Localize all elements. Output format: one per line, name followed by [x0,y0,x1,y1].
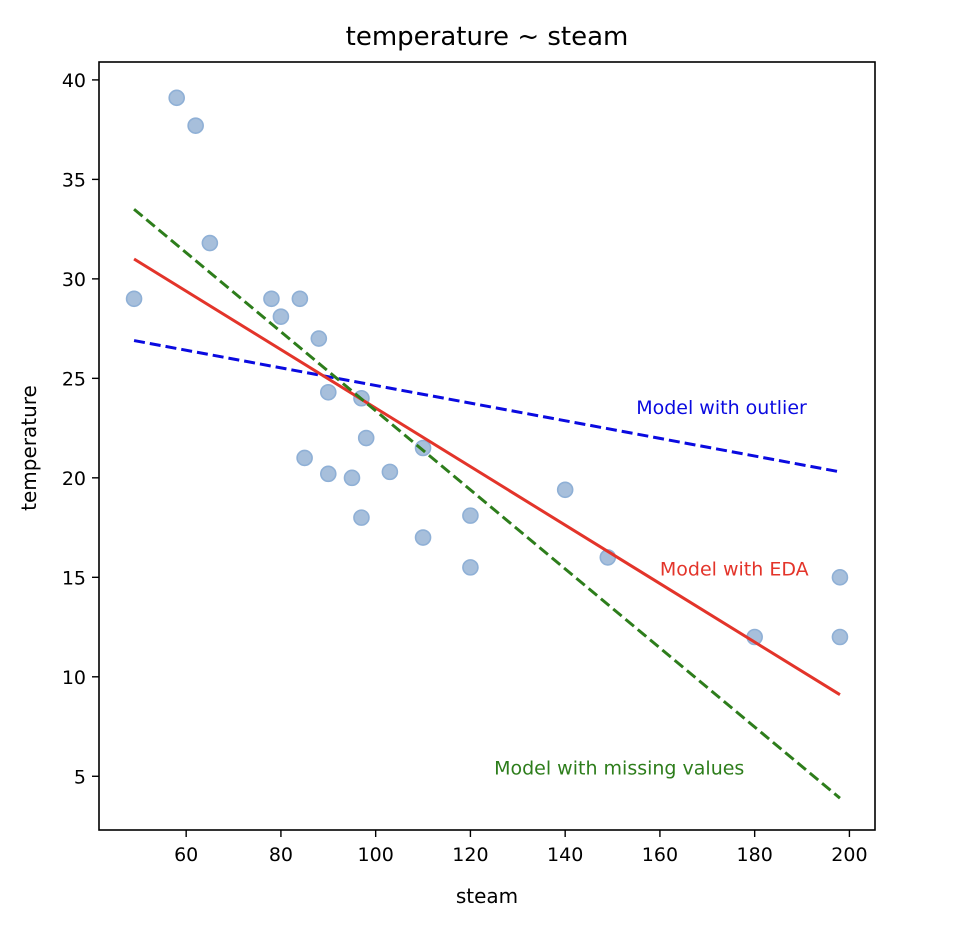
data-point [319,383,337,401]
y-tick-label: 35 [62,169,86,191]
data-point [462,507,479,524]
annotations: Model with outlier Model with EDA Model wi… [494,397,809,779]
x-tick-label: 120 [452,844,488,866]
x-tick-label: 80 [269,844,293,866]
data-point [462,559,479,576]
x-tick-label: 100 [358,844,394,866]
x-axis-label: steam [456,884,518,908]
y-axis: 5 10 15 20 25 30 35 40 [62,70,99,788]
data-point [291,290,309,308]
chart-title: temperature ~ steam [346,22,629,52]
data-point [263,290,280,308]
x-tick-label: 140 [547,844,583,866]
x-tick-label: 60 [174,844,198,866]
data-point [556,481,574,499]
data-point [125,290,143,308]
model-annotation: Model with EDA [660,558,809,580]
x-tick-label: 160 [642,844,678,866]
y-tick-label: 40 [62,70,86,92]
data-point [319,465,337,483]
data-point [414,439,432,457]
data-point [343,469,361,487]
plot-area [125,89,849,800]
data-point [381,463,399,481]
model-line [133,208,841,800]
data-point [272,308,290,325]
data-point [353,509,370,526]
data-point [201,234,219,252]
data-point [168,89,185,107]
data-point [296,449,313,467]
x-tick-label: 200 [831,844,867,866]
data-point [187,117,204,134]
data-point [414,529,432,546]
model-line [133,257,841,696]
x-axis: 60 80 100 120 140 160 180 200 [174,830,868,866]
y-axis-label: temperature [17,385,41,511]
model-annotation: Model with missing values [494,757,744,779]
y-tick-label: 5 [74,766,86,788]
plot-frame [98,61,876,831]
y-tick-label: 15 [62,567,86,589]
y-tick-label: 20 [62,468,86,490]
model-annotation: Model with outlier [636,397,807,419]
data-point [357,429,375,447]
data-point [831,628,849,646]
y-tick-label: 25 [62,368,86,390]
data-point [310,330,328,347]
y-tick-label: 10 [62,667,86,689]
data-point [831,569,849,586]
model-line [133,339,841,474]
x-tick-label: 180 [737,844,773,866]
y-tick-label: 30 [62,269,86,291]
